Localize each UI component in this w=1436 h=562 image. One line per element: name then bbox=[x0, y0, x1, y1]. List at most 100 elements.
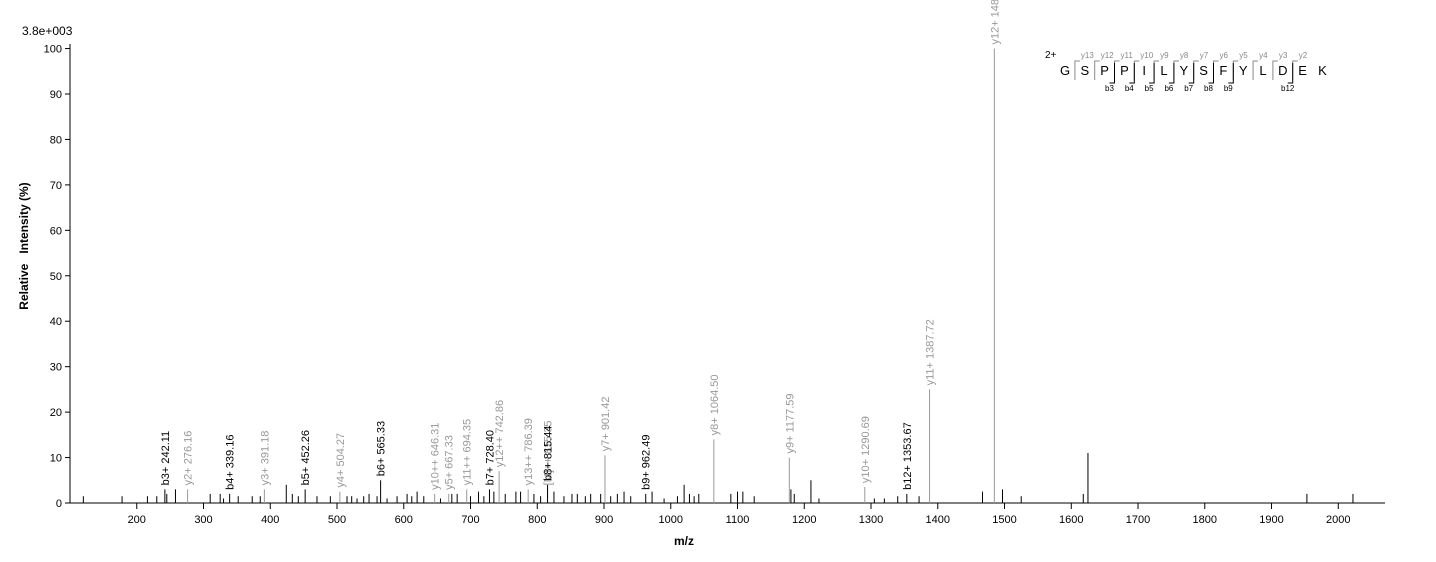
residue: P bbox=[1120, 63, 1129, 78]
b-break bbox=[1149, 63, 1155, 84]
peak-label: b8+ 815.44 bbox=[543, 425, 555, 480]
y-break bbox=[1173, 60, 1179, 80]
y-tick-label: 80 bbox=[50, 134, 62, 146]
y-ion-label: y7 bbox=[1200, 51, 1209, 60]
peak-label: b5+ 452.26 bbox=[300, 430, 312, 485]
residue: L bbox=[1259, 63, 1266, 78]
peak-label: y9+ 1177.59 bbox=[784, 394, 796, 454]
x-tick-label: 400 bbox=[261, 514, 279, 526]
residue: Y bbox=[1239, 63, 1248, 78]
b-break bbox=[1188, 63, 1195, 84]
residue: K bbox=[1318, 63, 1327, 78]
residue: D bbox=[1278, 63, 1287, 78]
b-ion-label: b4 bbox=[1125, 84, 1134, 93]
peak-label: b12+ 1353.67 bbox=[902, 422, 914, 490]
b-ion-label: b7 bbox=[1184, 84, 1193, 93]
b-break bbox=[1129, 63, 1135, 84]
peak-label: y13++ 786.39 bbox=[523, 418, 535, 485]
peak-label: y12+ 1484.77 bbox=[989, 0, 1001, 45]
x-tick-label: 1500 bbox=[992, 514, 1016, 526]
residue: L bbox=[1160, 63, 1167, 78]
y-break bbox=[1193, 60, 1199, 80]
peak-label: b6+ 565.33 bbox=[376, 421, 388, 476]
y-break bbox=[1272, 60, 1278, 80]
y-tick-label: 0 bbox=[56, 498, 62, 510]
b-break bbox=[1208, 63, 1214, 84]
x-tick-label: 800 bbox=[528, 514, 546, 526]
peak-label: y10+ 1290.69 bbox=[860, 416, 872, 483]
y-tick-label: 30 bbox=[50, 362, 62, 374]
x-tick-label: 1600 bbox=[1059, 514, 1083, 526]
residue: F bbox=[1219, 63, 1227, 78]
y-break bbox=[1153, 60, 1160, 80]
x-tick-label: 200 bbox=[128, 514, 146, 526]
scale-label: 3.8e+003 bbox=[22, 24, 73, 38]
y-break bbox=[1232, 60, 1239, 80]
b-ion-label: b3 bbox=[1105, 84, 1114, 93]
peak-label: y11++ 694.35 bbox=[462, 419, 474, 485]
y-ion-label: y9 bbox=[1160, 51, 1169, 60]
y-ion-label: y4 bbox=[1259, 51, 1268, 60]
x-tick-label: 600 bbox=[395, 514, 413, 526]
peak-label: b7+ 728.40 bbox=[484, 430, 496, 485]
peak-label: [M]++ 815.35 bbox=[543, 421, 555, 486]
b-break bbox=[1228, 63, 1234, 84]
y-break bbox=[1133, 60, 1140, 80]
peak-label: y2+ 276.16 bbox=[183, 431, 195, 486]
b-ion-label: b6 bbox=[1164, 84, 1173, 93]
peak-label: y11+ 1387.72 bbox=[925, 319, 937, 385]
x-tick-label: 1200 bbox=[792, 514, 816, 526]
y-break bbox=[1213, 60, 1219, 80]
x-tick-label: 900 bbox=[595, 514, 613, 526]
x-axis-label: m/z bbox=[674, 534, 694, 548]
y-ion-label: y6 bbox=[1220, 51, 1229, 60]
b-ion-label: b12 bbox=[1281, 84, 1295, 93]
y-tick-label: 60 bbox=[50, 225, 62, 237]
y-tick-label: 70 bbox=[50, 180, 62, 192]
b-ion-label: b5 bbox=[1145, 84, 1154, 93]
residue: S bbox=[1199, 63, 1208, 78]
y-ion-label: y2 bbox=[1299, 51, 1308, 60]
residue: G bbox=[1060, 63, 1070, 78]
b-ion-label: b9 bbox=[1224, 84, 1233, 93]
x-tick-label: 500 bbox=[328, 514, 346, 526]
residue: E bbox=[1298, 63, 1307, 78]
y-break bbox=[1114, 60, 1120, 80]
y-ion-label: y11 bbox=[1121, 51, 1134, 60]
x-tick-label: 1300 bbox=[859, 514, 883, 526]
y-ion-label: y5 bbox=[1239, 51, 1248, 60]
peak-label: b3+ 242.11 bbox=[160, 431, 172, 486]
y-ion-label: y8 bbox=[1180, 51, 1189, 60]
x-tick-label: 1100 bbox=[726, 514, 750, 526]
y-tick-label: 90 bbox=[50, 89, 62, 101]
y-tick-label: 50 bbox=[50, 271, 62, 283]
y-break bbox=[1292, 60, 1298, 80]
peak-label: y4+ 504.27 bbox=[335, 433, 347, 488]
b-break bbox=[1287, 63, 1294, 84]
y-tick-label: 100 bbox=[44, 44, 62, 56]
residue: P bbox=[1100, 63, 1109, 78]
y-tick-label: 40 bbox=[50, 316, 62, 328]
residue: Y bbox=[1179, 63, 1188, 78]
peak-label: y5+ 667.33 bbox=[444, 435, 456, 490]
x-tick-label: 1900 bbox=[1259, 514, 1283, 526]
peak-label: b9+ 962.49 bbox=[641, 435, 653, 490]
b-break bbox=[1109, 63, 1115, 84]
x-tick-label: 300 bbox=[194, 514, 212, 526]
x-tick-label: 2000 bbox=[1326, 514, 1350, 526]
peak-label: b4+ 339.16 bbox=[225, 435, 237, 490]
peak-label: y3+ 391.18 bbox=[259, 431, 271, 486]
residue: I bbox=[1142, 63, 1146, 78]
x-tick-label: 1000 bbox=[659, 514, 683, 526]
y-break bbox=[1252, 60, 1259, 80]
y-ion-label: y3 bbox=[1279, 51, 1288, 60]
b-break bbox=[1168, 63, 1175, 84]
x-tick-label: 700 bbox=[461, 514, 479, 526]
y-break bbox=[1074, 60, 1080, 80]
x-tick-label: 1400 bbox=[926, 514, 950, 526]
x-tick-label: 1700 bbox=[1126, 514, 1150, 526]
charge: 2+ bbox=[1045, 50, 1057, 61]
peak-label: y8+ 1064.50 bbox=[709, 375, 721, 436]
y-axis-label: Relative Intensity (%) bbox=[17, 182, 31, 309]
